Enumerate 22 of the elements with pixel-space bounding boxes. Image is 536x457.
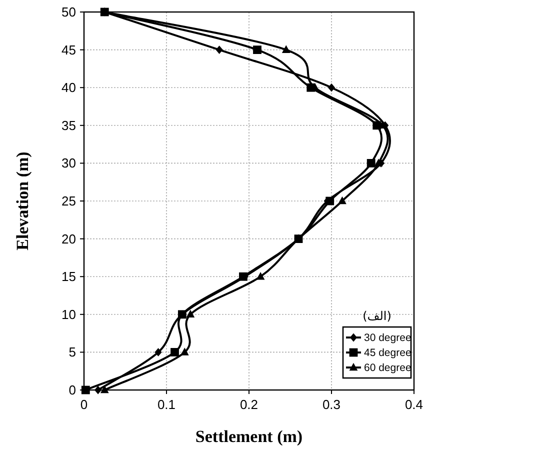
x-tick-label: 0.1 bbox=[157, 397, 176, 412]
legend-label: 30 degree bbox=[364, 332, 412, 344]
y-axis-title: Elevation (m) bbox=[13, 152, 32, 250]
x-tick-label: 0 bbox=[80, 397, 88, 412]
y-tick-label: 35 bbox=[62, 118, 76, 133]
legend-label: 60 degree bbox=[364, 362, 412, 374]
y-tick-label: 5 bbox=[68, 344, 76, 360]
legend-label: 45 degree bbox=[364, 347, 412, 359]
y-tick-label: 30 bbox=[62, 156, 76, 171]
y-tick-label: 20 bbox=[62, 231, 76, 246]
x-axis-title: Settlement (m) bbox=[195, 427, 303, 446]
y-tick-label: 0 bbox=[68, 382, 76, 398]
x-tick-label: 0.2 bbox=[240, 397, 258, 412]
y-tick-label: 10 bbox=[62, 306, 76, 322]
x-tick-label: 0.4 bbox=[404, 397, 424, 412]
y-tick-label: 45 bbox=[62, 42, 76, 58]
y-tick-label: 40 bbox=[62, 80, 76, 96]
y-tick-label: 15 bbox=[62, 269, 76, 284]
y-tick-label: 25 bbox=[62, 194, 76, 208]
x-tick-label: 0.3 bbox=[322, 397, 341, 412]
legend-title: (الف) bbox=[362, 309, 392, 323]
y-tick-label: 50 bbox=[62, 4, 76, 20]
